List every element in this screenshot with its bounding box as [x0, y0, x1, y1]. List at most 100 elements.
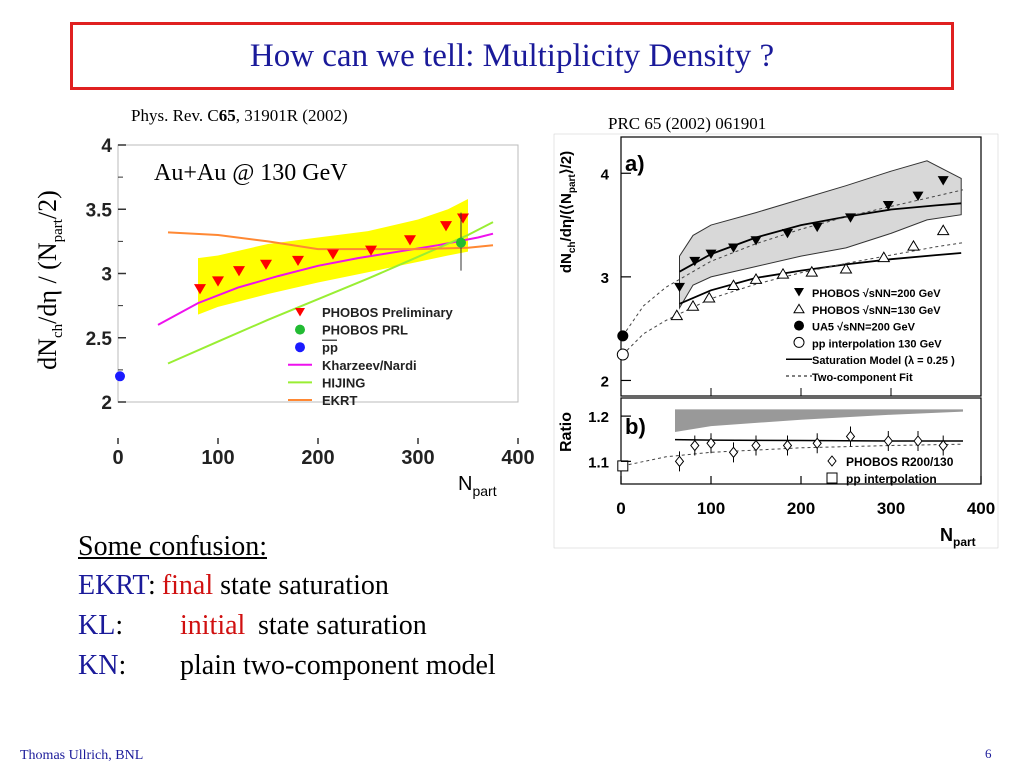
left-x-axis-label: Npart: [458, 473, 497, 499]
legend-marker-ua5: [794, 320, 804, 331]
panel-a-label: a): [625, 151, 645, 176]
legend-label-a: PHOBOS √sNN=130 GeV: [812, 305, 941, 317]
panel-a-point-pp-interp: [616, 348, 629, 361]
panel-b-point-ratio: [883, 435, 893, 447]
panel-b-point-ratio: [812, 437, 822, 450]
legend-marker-pp: [793, 336, 805, 348]
panel-a-saturation-curve: [679, 202, 962, 273]
panel-a-point-130gev: [686, 299, 700, 311]
panel-a-y-tick-label: 3: [601, 270, 609, 287]
panel-b-x-tick-label: 100: [697, 499, 725, 518]
left-curve-ekrt: [167, 231, 494, 251]
panel-b-x-tick-label: 200: [787, 499, 815, 518]
panel-a-point-200gev: [937, 176, 949, 186]
panel-a-point-130gev: [749, 272, 763, 284]
title-box: How can we tell: Multiplicity Density ?: [70, 22, 954, 90]
left-y-axis-label: dNch/dη / (Npart/2): [33, 190, 66, 370]
panel-a-point-ua5: [617, 330, 629, 342]
panel-b-point-ratio: [938, 439, 948, 452]
legend-marker-200gev: [794, 288, 804, 297]
panel-a-point-200gev: [705, 249, 717, 260]
legend-marker-ratio: [827, 455, 837, 467]
left-point-phobos-preliminary: [233, 266, 245, 277]
left-reference: Phys. Rev. C65, 31901R (2002): [131, 106, 348, 125]
legend-label-b: pp interpolation: [846, 472, 937, 486]
legend-label: HIJING: [322, 375, 365, 390]
left-point-pp: [115, 371, 125, 382]
panel-a-point-200gev: [689, 256, 701, 267]
panel-b-label: b): [625, 414, 646, 439]
panel-a-point-200gev: [845, 213, 856, 223]
legend-marker-pp-interp: [826, 472, 838, 484]
panel-a-point-130gev: [776, 267, 790, 279]
left-x-tick-label: 400: [501, 447, 534, 469]
left-y-tick-label: 3.5: [86, 200, 113, 221]
panel-a-y-axis-label: dNch/dη/(⟨Npart⟩/2): [558, 151, 578, 273]
panel-a-point-200gev: [728, 243, 739, 253]
panel-b-y-axis-label: Ratio: [558, 412, 575, 452]
page-number: 6: [985, 746, 992, 761]
panel-a-point-200gev: [811, 222, 823, 233]
right-reference: PRC 65 (2002) 061901: [608, 114, 767, 133]
left-point-phobos-preliminary: [440, 221, 452, 232]
panel-b-point-ratio: [782, 439, 793, 452]
left-y-tick-label: 2: [101, 393, 112, 414]
left-x-tick-label: 200: [301, 447, 334, 469]
panel-a-point-130gev: [907, 239, 920, 251]
right-x-axis-label: Npart: [940, 525, 976, 549]
panel-a-point-130gev: [936, 224, 950, 236]
left-point-phobos-preliminary: [404, 235, 416, 246]
confusion-heading: Some confusion:: [78, 531, 267, 562]
panel-a-band: [679, 160, 962, 310]
legend-marker-phobos-prl: [295, 324, 305, 335]
legend-label-a: UA5 √sNN=200 GeV: [812, 322, 916, 334]
left-point-phobos-preliminary: [327, 249, 339, 260]
panel-b-point-ratio: [913, 435, 923, 447]
legend-label-a: Saturation Model (λ = 0.25 ): [812, 355, 955, 367]
legend-label-a: pp interpolation 130 GeV: [812, 338, 942, 350]
legend-label-a: PHOBOS √sNN=200 GeV: [812, 288, 941, 300]
legend-marker-130gev: [793, 303, 805, 314]
left-x-tick-label: 0: [112, 447, 123, 469]
left-point-phobos-preliminary: [292, 255, 304, 267]
confusion-line-kl: KL: initial state saturation: [78, 610, 427, 641]
panel-b-point-ratio: [690, 439, 700, 452]
left-y-tick-label: 3: [101, 265, 112, 286]
left-x-tick-label: 100: [201, 447, 234, 469]
left-point-phobos-preliminary: [457, 213, 469, 224]
legend-label: Kharzeev/Nardi: [322, 358, 417, 373]
panel-b-x-tick-label: 300: [877, 499, 905, 518]
left-y-tick-label: 4: [101, 136, 112, 157]
panel-b-point-ratio: [674, 455, 685, 468]
panel-b-x-tick-label: 0: [616, 499, 625, 518]
panel-a-point-130gev: [702, 291, 716, 303]
panel-a-point-200gev: [750, 236, 762, 246]
panel-a-point-200gev: [674, 282, 685, 293]
confusion-line-ekrt: EKRT: final state saturation: [78, 570, 389, 601]
legend-label: PHOBOS PRL: [322, 323, 408, 338]
confusion-line-kn: KN: plain two-component model: [78, 650, 496, 681]
left-annotation: Au+Au @ 130 GeV: [154, 160, 348, 186]
slide-title: How can we tell: Multiplicity Density ?: [249, 37, 775, 74]
panel-a-y-tick-label: 2: [601, 373, 609, 390]
panel-b-point-ratio: [845, 430, 856, 443]
panel-b-point-ratio: [706, 437, 716, 450]
left-point-phobos-preliminary: [212, 276, 224, 287]
panel-a-point-130gev: [839, 262, 853, 274]
footer-author: Thomas Ullrich, BNL: [20, 748, 144, 763]
panel-a-saturation-curve: [679, 252, 962, 305]
legend-label-a: Two-component Fit: [812, 372, 913, 384]
left-point-phobos-prl: [456, 237, 466, 248]
legend-label: pp: [322, 340, 338, 355]
legend-label: PHOBOS Preliminary: [322, 305, 454, 320]
legend-label: EKRT: [322, 393, 357, 408]
panel-b-y-tick-label: 1.2: [588, 409, 609, 426]
left-x-tick-label: 300: [401, 447, 434, 469]
left-y-tick-label: 2.5: [86, 329, 113, 350]
panel-b-band: [675, 409, 963, 432]
legend-marker-phobos-preliminary: [295, 308, 305, 317]
left-point-phobos-preliminary: [260, 259, 272, 270]
panel-b-y-tick-label: 1.1: [588, 454, 609, 471]
